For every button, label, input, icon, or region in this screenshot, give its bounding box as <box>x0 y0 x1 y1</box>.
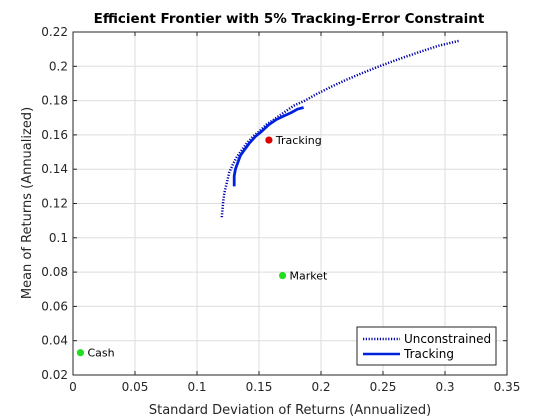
y-tick-label: 0.14 <box>41 162 68 176</box>
legend-box <box>356 326 497 366</box>
legend-label-unconstrained: Unconstrained <box>404 332 491 346</box>
y-tick-label: 0.04 <box>41 334 68 348</box>
point-tracking <box>265 136 273 144</box>
ticks: 0 0.05 0.1 0.15 0.2 0.25 0.3 0.35 0.02 0.04 0.06 0.… <box>41 25 520 394</box>
y-tick-label: 0.12 <box>41 197 68 211</box>
y-tick-label: 0.06 <box>41 299 68 313</box>
series-line-tracking <box>232 106 304 187</box>
y-tick-label: 0.18 <box>41 94 68 108</box>
legend-label-tracking: Tracking <box>403 347 454 361</box>
y-tick-label: 0.16 <box>41 128 68 142</box>
y-tick-label: 0.02 <box>41 368 68 382</box>
point-cash <box>76 349 85 357</box>
points-layer: Tracking Market Cash <box>76 134 328 360</box>
point-label-market: Market <box>290 270 328 283</box>
series-line-unconstrained <box>220 39 461 218</box>
x-tick-label: 0.2 <box>311 380 330 394</box>
point-label-tracking: Tracking <box>275 134 322 147</box>
x-axis-label: Standard Deviation of Returns (Annualize… <box>149 403 431 418</box>
y-tick-label: 0.2 <box>49 59 68 73</box>
y-tick-label: 0.08 <box>41 265 68 279</box>
x-tick-label: 0.05 <box>122 380 149 394</box>
legend: Unconstrained Tracking <box>356 326 497 366</box>
series-layer <box>220 39 461 218</box>
x-tick-label: 0.1 <box>187 380 206 394</box>
x-tick-label: 0.35 <box>494 380 521 394</box>
y-tick-label: 0.1 <box>49 231 68 245</box>
x-tick-label: 0.15 <box>246 380 273 394</box>
x-tick-label: 0.3 <box>435 380 454 394</box>
x-tick-label: 0.25 <box>370 380 397 394</box>
point-market <box>278 271 287 280</box>
chart-title: Efficient Frontier with 5% Tracking-Erro… <box>94 11 485 27</box>
y-tick-label: 0.22 <box>41 25 68 39</box>
y-axis-label: Mean of Returns (Annualized) <box>20 107 35 299</box>
x-tick-label: 0 <box>69 380 77 394</box>
point-label-cash: Cash <box>87 347 114 360</box>
